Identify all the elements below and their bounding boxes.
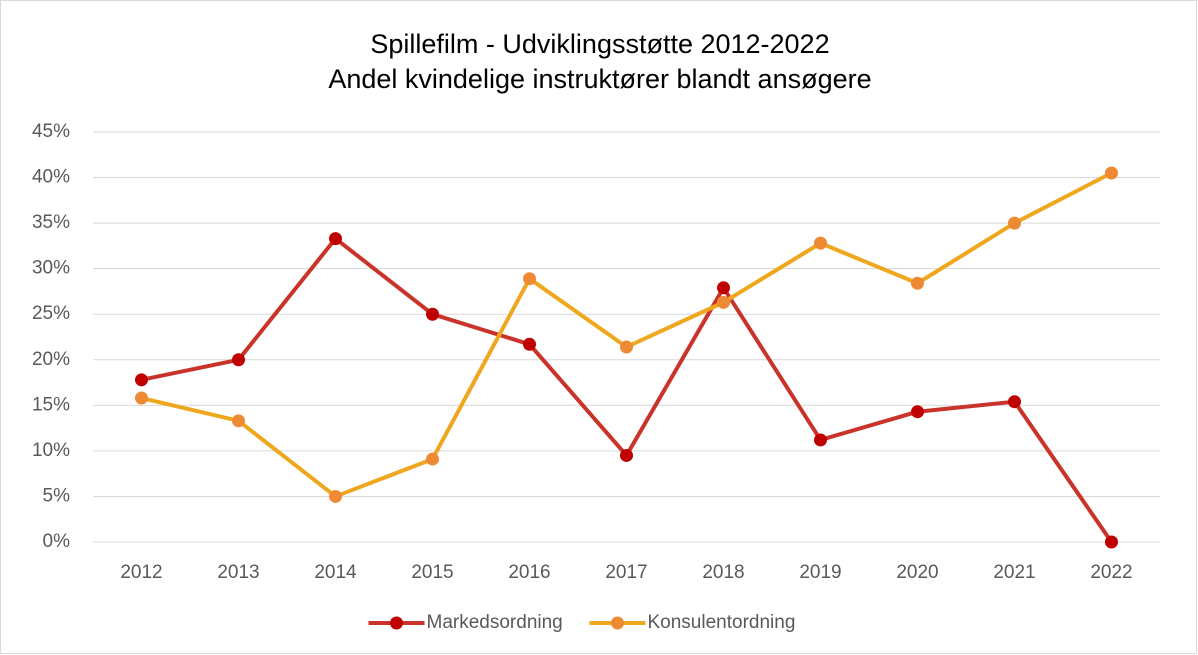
marker <box>814 433 827 447</box>
marker <box>135 373 148 387</box>
y-tick-label: 40% <box>32 167 70 188</box>
y-tick-label: 0% <box>43 531 71 552</box>
x-tick-label: 2019 <box>799 562 841 583</box>
marker <box>523 272 536 286</box>
x-tick-label: 2012 <box>120 562 162 583</box>
x-tick-label: 2020 <box>896 562 938 583</box>
y-tick-label: 5% <box>43 485 71 506</box>
marker <box>232 353 245 367</box>
marker <box>523 337 536 351</box>
marker <box>426 307 439 321</box>
chart-title: Spillefilm - Udviklingsstøtte 2012-2022 <box>370 29 829 59</box>
x-tick-label: 2013 <box>217 562 259 583</box>
y-tick-label: 10% <box>32 440 70 461</box>
y-tick-label: 20% <box>32 349 70 370</box>
chart-subtitle: Andel kvindelige instruktører blandt ans… <box>328 64 871 94</box>
marker <box>717 295 730 309</box>
x-tick-label: 2017 <box>605 562 647 583</box>
marker <box>717 281 730 295</box>
legend-label: Konsulentordning <box>648 612 796 633</box>
marker <box>911 276 924 290</box>
marker <box>814 236 827 250</box>
legend-label: Markedsordning <box>427 612 563 633</box>
legend-marker <box>390 616 403 630</box>
legend-marker <box>611 616 624 630</box>
x-tick-label: 2021 <box>993 562 1035 583</box>
marker <box>1008 216 1021 230</box>
marker <box>1105 535 1118 549</box>
x-tick-label: 2014 <box>314 562 357 583</box>
x-tick-label: 2022 <box>1090 562 1132 583</box>
y-tick-label: 35% <box>32 212 70 233</box>
marker <box>135 391 148 405</box>
y-tick-label: 15% <box>32 394 70 415</box>
marker <box>329 232 342 246</box>
y-tick-label: 25% <box>32 303 70 324</box>
marker <box>426 452 439 466</box>
y-tick-label: 30% <box>32 258 70 279</box>
x-tick-label: 2016 <box>508 562 550 583</box>
marker <box>620 448 633 462</box>
x-tick-label: 2018 <box>702 562 744 583</box>
x-tick-label: 2015 <box>411 562 453 583</box>
y-tick-label: 45% <box>32 121 70 142</box>
marker <box>1105 166 1118 180</box>
marker <box>911 405 924 419</box>
marker <box>329 489 342 503</box>
marker <box>620 340 633 354</box>
marker <box>1008 395 1021 409</box>
marker <box>232 414 245 428</box>
